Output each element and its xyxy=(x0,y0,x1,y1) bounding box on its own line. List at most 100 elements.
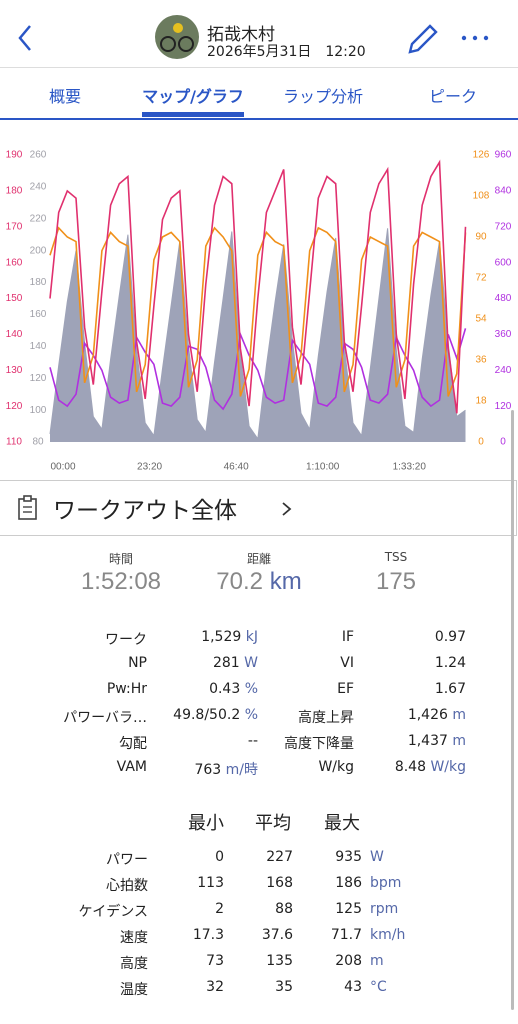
metric-unit: W xyxy=(244,655,258,671)
y-tick-label: 190 xyxy=(6,150,23,161)
cell-value: 113 xyxy=(197,875,224,891)
cell-value: 17.3 xyxy=(192,927,224,943)
summary-label: 時間 xyxy=(108,552,133,566)
cell-value: 88 xyxy=(275,901,293,917)
metric-label: 高度下降量 xyxy=(284,736,354,752)
summary-label: 距離 xyxy=(246,552,271,566)
y-tick-label: 480 xyxy=(495,293,512,304)
row-unit: rpm xyxy=(370,901,399,917)
metric-label: VI xyxy=(340,655,354,671)
y-tick-label: 240 xyxy=(30,182,47,193)
row-label: パワー xyxy=(106,852,148,868)
row-label: ケイデンス xyxy=(78,904,148,920)
y-tick-label: 54 xyxy=(475,314,487,325)
workout-selector[interactable] xyxy=(0,480,517,536)
series-line xyxy=(49,159,467,414)
summary-value: 1:52:08 xyxy=(41,568,201,596)
y-tick-label: 18 xyxy=(475,396,487,407)
row-unit: m xyxy=(370,953,384,969)
x-tick-label: 00:00 xyxy=(50,462,75,473)
metric-label: Pw:Hr xyxy=(106,681,147,697)
metric-value: 763 m/時 xyxy=(194,759,258,779)
metric-unit: % xyxy=(244,707,258,723)
cell-value: 35 xyxy=(275,979,293,995)
metric-unit: m xyxy=(452,707,466,723)
back-button[interactable] xyxy=(12,22,40,54)
row-unit: km/h xyxy=(370,927,406,943)
cell-value: 227 xyxy=(266,849,293,865)
y-tick-label: 160 xyxy=(30,309,47,320)
metric-number: 1.24 xyxy=(434,655,466,671)
y-tick-label: 130 xyxy=(6,365,23,376)
y-tick-label: 360 xyxy=(495,329,512,340)
row-unit: bpm xyxy=(370,875,402,891)
y-tick-label: 180 xyxy=(6,186,23,197)
y-tick-label: 108 xyxy=(473,191,490,202)
x-tick-label: 23:20 xyxy=(137,462,162,473)
y-tick-label: 600 xyxy=(495,257,512,268)
chevron xyxy=(282,502,292,516)
edit-button[interactable] xyxy=(404,22,440,56)
metric-unit: W/kg xyxy=(430,759,466,775)
avatar[interactable] xyxy=(154,14,200,60)
summary-value: 175 xyxy=(316,568,476,596)
tab[interactable]: ラップ分析 xyxy=(282,87,363,106)
y-tick-label: 120 xyxy=(6,401,23,412)
active-tab-indicator xyxy=(142,112,244,117)
y-tick-label: 240 xyxy=(495,365,512,376)
y-tick-label: 260 xyxy=(30,150,47,161)
summary-value: 70.2 km xyxy=(179,568,339,596)
metric-value: 1,437 m xyxy=(408,733,466,749)
cell-value: 135 xyxy=(266,953,293,969)
more-button[interactable] xyxy=(458,30,492,46)
cell-value: 125 xyxy=(335,901,362,917)
y-tick-label: 140 xyxy=(6,329,23,340)
metric-label: VAM xyxy=(116,759,147,775)
cell-value: 73 xyxy=(206,953,224,969)
metric-label: ワーク xyxy=(105,632,147,648)
cell-value: 935 xyxy=(335,849,362,865)
metric-value: 0.43 % xyxy=(209,681,258,697)
y-tick-label: 960 xyxy=(495,150,512,161)
y-tick-label: 120 xyxy=(30,373,47,384)
metric-label: 勾配 xyxy=(119,736,147,752)
y-tick-label: 120 xyxy=(495,401,512,412)
metric-value: 281 W xyxy=(213,655,258,671)
metric-value: 8.48 W/kg xyxy=(395,759,466,775)
tab[interactable]: ピーク xyxy=(428,87,477,106)
summary-number: 70.2 xyxy=(216,568,264,595)
y-tick-label: 100 xyxy=(30,405,47,416)
y-tick-label: 160 xyxy=(6,257,23,268)
y-tick-label: 220 xyxy=(30,213,47,224)
tab-underline xyxy=(0,118,518,120)
summary-number: 175 xyxy=(375,568,417,595)
workout-title[interactable]: ワークアウト全体 xyxy=(53,498,237,524)
metric-value: 1.67 xyxy=(435,681,466,697)
metric-number: 0.43 xyxy=(209,681,241,697)
clipboard-icon xyxy=(18,495,37,520)
metric-label: W/kg xyxy=(318,759,354,775)
y-tick-label: 80 xyxy=(32,437,44,448)
metric-label: IF xyxy=(341,629,354,645)
metric-label: NP xyxy=(128,655,147,671)
y-tick-label: 110 xyxy=(6,437,22,448)
scrollbar xyxy=(511,410,514,1010)
y-tick-label: 180 xyxy=(30,277,47,288)
metric-value: 0.97 xyxy=(435,629,466,645)
y-tick-label: 720 xyxy=(495,221,512,232)
metric-number: 49.8/50.2 xyxy=(173,707,241,723)
metric-value: 49.8/50.2 % xyxy=(173,707,258,723)
cell-value: 32 xyxy=(206,979,224,995)
metric-unit: m xyxy=(452,733,466,749)
y-tick-label: 126 xyxy=(473,150,490,161)
tab[interactable]: マップ/グラフ xyxy=(142,87,244,106)
metric-number: -- xyxy=(247,733,258,749)
tab[interactable]: 概要 xyxy=(48,87,81,106)
column-header: 最小 xyxy=(188,813,224,834)
column-header: 最大 xyxy=(324,813,360,834)
workout-datetime: 2026年5月31日 12:20 xyxy=(207,44,366,60)
metric-value: -- xyxy=(248,733,258,749)
cell-value: 186 xyxy=(335,875,362,891)
y-tick-label: 140 xyxy=(30,341,47,352)
